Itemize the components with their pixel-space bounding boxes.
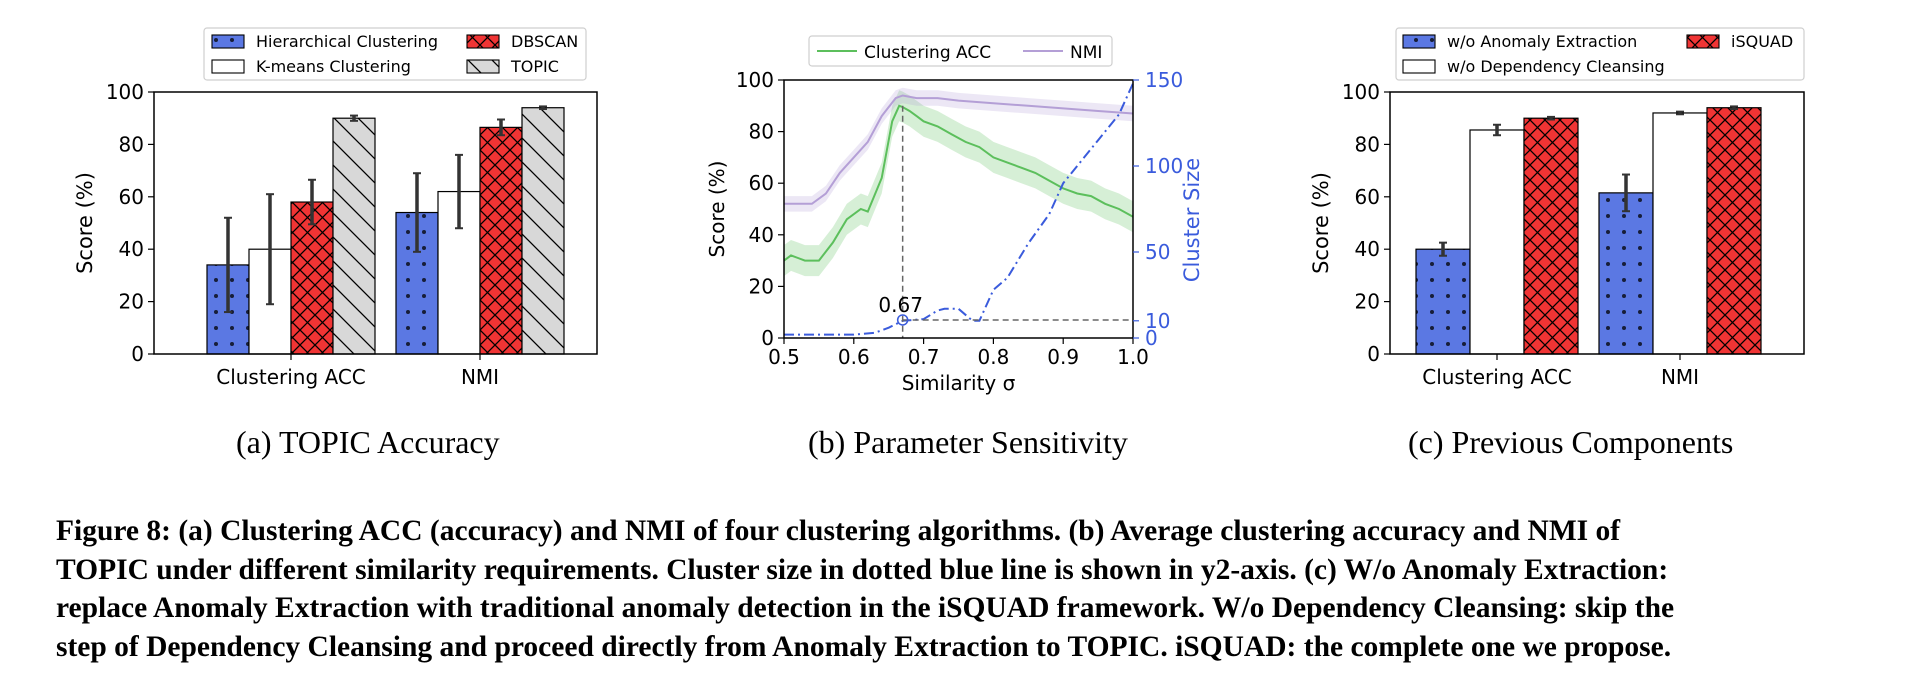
bar-hatch <box>522 107 564 354</box>
x-tick-label: NMI <box>461 365 499 389</box>
series-line-clustering-acc <box>783 104 1134 262</box>
x-tick-label: 0.6 <box>838 345 870 369</box>
legend-label: w/o Dependency Cleansing <box>1447 57 1665 76</box>
series-line-nmi <box>784 94 1134 205</box>
x-tick-label: 0.5 <box>768 345 800 369</box>
y-tick-label: 60 <box>119 185 144 209</box>
y-tick-label: 0 <box>761 326 774 350</box>
annotation-marker <box>896 314 909 326</box>
y2-axis-label: Cluster Size <box>1180 158 1204 282</box>
x-tick-label: NMI <box>1661 365 1699 389</box>
legend-label: K-means Clustering <box>256 57 411 76</box>
y2-tick-label: 0 <box>1145 326 1158 350</box>
y-tick-label: 20 <box>749 274 774 298</box>
figure-caption-line: TOPIC under different similarity require… <box>56 553 1669 586</box>
y-tick-label: 80 <box>119 132 144 156</box>
legend-label: iSQUAD <box>1731 32 1793 51</box>
legend-box <box>808 35 1113 67</box>
legend-swatch-hatch <box>1403 35 1435 48</box>
x-tick-label: 1.0 <box>1117 345 1149 369</box>
y-tick-label: 80 <box>1355 132 1380 156</box>
plot-frame <box>1389 91 1805 355</box>
y-tick-label: 100 <box>1342 80 1380 104</box>
y-tick-label: 100 <box>106 80 144 104</box>
y-tick-label: 60 <box>749 171 774 195</box>
y2-tick-label: 10 <box>1145 309 1170 333</box>
figure-caption-line: Figure 8: (a) Clustering ACC (accuracy) … <box>56 515 1621 547</box>
y-tick-label: 0 <box>131 342 144 366</box>
legend-label: DBSCAN <box>511 32 578 51</box>
figure-caption-line: step of Dependency Cleansing and proceed… <box>56 630 1672 663</box>
y-tick-label: 60 <box>1355 185 1380 209</box>
y-tick-label: 20 <box>1355 290 1380 314</box>
y-tick-label: 80 <box>749 120 774 144</box>
x-tick-label: Clustering ACC <box>1422 365 1572 389</box>
series-line-cluster-size <box>784 82 1134 336</box>
bar-w-o-dependency-cleansing <box>1652 112 1708 355</box>
bar-hatch <box>1599 192 1653 354</box>
legend-swatch <box>211 59 245 74</box>
y-tick-label: 40 <box>749 223 774 247</box>
y2-tick-label: 50 <box>1145 240 1170 264</box>
caption-a: (a) TOPIC Accuracy <box>236 424 500 460</box>
y-axis-label: Score (%) <box>1309 172 1333 274</box>
panel-a-topic-accuracy: Clustering ACC NMI 0 20 40 60 80 100 Score (%) Hi… <box>73 27 598 389</box>
panel-c-previous-components: Clustering ACC NMI 0 20 40 60 80 100 Score (%) w/… <box>1309 27 1805 389</box>
y-axis-label: Score (%) <box>705 161 729 258</box>
legend-swatch <box>1402 59 1436 74</box>
panel-b-parameter-sensitivity: 0.670.5 0.6 0.7 0.8 0.9 1.0020406080100010501… <box>705 35 1204 395</box>
x-tick-label: 0.7 <box>908 345 940 369</box>
figure-caption-line: replace Anomaly Extraction with traditio… <box>56 592 1675 624</box>
x-tick-label: 0.9 <box>1047 345 1079 369</box>
plot-frame <box>153 91 598 355</box>
y2-tick-label: 150 <box>1145 68 1183 92</box>
y-tick-label: 0 <box>1367 342 1380 366</box>
legend-label: Hierarchical Clustering <box>256 32 438 51</box>
legend-swatch-hatch <box>467 60 499 73</box>
x-tick-label: Clustering ACC <box>216 365 366 389</box>
y-tick-label: 40 <box>1355 237 1380 261</box>
y-tick-label: 20 <box>119 290 144 314</box>
x-axis-label: Similarity σ <box>902 371 1016 395</box>
legend-swatch-hatch <box>212 35 244 48</box>
x-tick-label: 0.8 <box>977 345 1009 369</box>
y-tick-label: 40 <box>119 237 144 261</box>
plot-frame <box>783 79 1134 339</box>
legend-label: Clustering ACC <box>864 43 991 63</box>
bar-hatch <box>480 127 522 355</box>
bar-hatch <box>333 118 375 354</box>
legend-swatch-hatch <box>467 35 499 48</box>
annotation-label: 0.67 <box>878 293 923 317</box>
bar-w-o-dependency-cleansing <box>1469 129 1525 355</box>
bar-hatch <box>1707 107 1761 354</box>
figure-caption: Figure 8: (a) Clustering ACC (accuracy) … <box>56 512 1896 666</box>
bar-hatch <box>1416 249 1470 354</box>
bar-hatch <box>1524 118 1578 354</box>
y-axis-label: Score (%) <box>73 172 97 274</box>
legend-label: TOPIC <box>510 57 559 76</box>
legend-swatch-hatch <box>1687 35 1719 48</box>
y2-tick-label: 100 <box>1145 154 1183 178</box>
caption-b: (b) Parameter Sensitivity <box>808 424 1128 460</box>
legend-label: w/o Anomaly Extraction <box>1447 32 1637 51</box>
bar-hatch <box>291 202 333 354</box>
legend-label: NMI <box>1070 43 1102 63</box>
caption-c: (c) Previous Components <box>1408 424 1734 460</box>
y-tick-label: 100 <box>736 68 774 92</box>
